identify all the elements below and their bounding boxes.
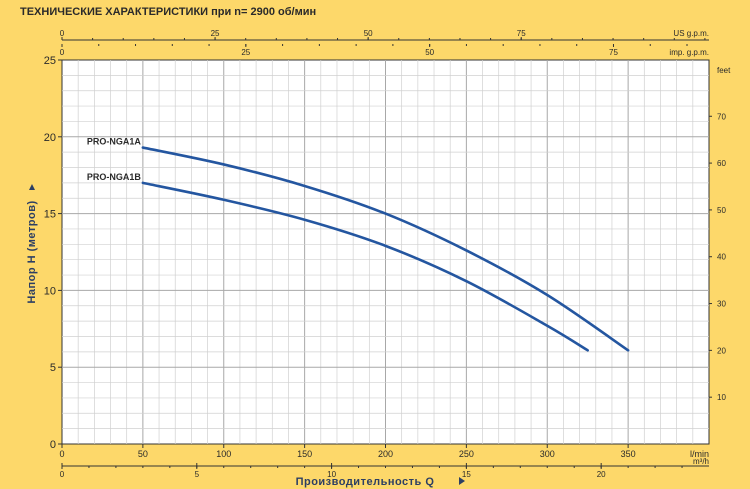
us-gpm-tick-label: 50 — [364, 29, 373, 38]
y-tick-label: 20 — [44, 132, 56, 144]
x-tick-label: 0 — [59, 449, 64, 459]
x-tick-label: 150 — [297, 449, 312, 459]
x-tick-label: 250 — [459, 449, 474, 459]
us-gpm-unit-label: US g.p.m. — [673, 29, 709, 38]
chart-title: ТЕХНИЧЕСКИЕ ХАРАКТЕРИСТИКИ при n= 2900 о… — [20, 6, 316, 18]
feet-tick-label: 40 — [717, 253, 726, 262]
y-tick-label: 15 — [44, 209, 56, 221]
x-unit-label: l/min — [690, 449, 709, 459]
series-label: PRO-NGA1A — [87, 137, 142, 147]
feet-tick-label: 10 — [717, 393, 726, 402]
series-label: PRO-NGA1B — [87, 172, 142, 182]
x-tick-label: 100 — [216, 449, 231, 459]
feet-tick-label: 60 — [717, 159, 726, 168]
feet-tick-label: 50 — [717, 206, 726, 215]
us-gpm-tick-label: 25 — [211, 29, 220, 38]
m3h-tick-label: 20 — [597, 470, 606, 479]
y-tick-label: 5 — [50, 362, 56, 374]
y-tick-label: 0 — [50, 439, 56, 451]
x-tick-label: 350 — [621, 449, 636, 459]
m3h-tick-label: 0 — [60, 470, 65, 479]
grid — [62, 60, 709, 444]
imp-gpm-tick-label: 75 — [609, 48, 618, 57]
x-axis-arrow-icon — [459, 477, 465, 485]
x-tick-label: 200 — [378, 449, 393, 459]
imp-gpm-unit-label: imp. g.p.m. — [669, 48, 709, 57]
y-axis-label: Напор H (метров) — [26, 200, 38, 303]
series-line-pro-nga1b — [141, 181, 589, 352]
series-line-pro-nga1a — [141, 146, 630, 352]
x-tick-label: 300 — [540, 449, 555, 459]
series-group: PRO-NGA1A PRO-NGA1B — [87, 137, 630, 352]
m3h-unit-label: m³/h — [693, 457, 709, 466]
imp-gpm-tick-label: 25 — [241, 48, 250, 57]
us-gpm-tick-label: 0 — [60, 29, 65, 38]
us-gpm-tick-label: 75 — [517, 29, 526, 38]
imp-gpm-tick-label: 50 — [425, 48, 434, 57]
x-axis-label: Производительность Q — [296, 476, 435, 488]
m3h-tick-label: 10 — [327, 470, 336, 479]
feet-unit-label: feet — [717, 66, 731, 75]
x-tick-label: 50 — [138, 449, 148, 459]
feet-tick-label: 20 — [717, 346, 726, 355]
feet-tick-label: 70 — [717, 112, 726, 121]
y-axis-arrow-icon — [29, 184, 35, 190]
y-tick-label: 10 — [44, 285, 56, 297]
m3h-tick-label: 15 — [462, 470, 471, 479]
imp-gpm-tick-label: 0 — [60, 48, 65, 57]
y-tick-label: 25 — [44, 55, 56, 67]
m3h-tick-label: 5 — [195, 470, 200, 479]
feet-tick-label: 30 — [717, 300, 726, 309]
